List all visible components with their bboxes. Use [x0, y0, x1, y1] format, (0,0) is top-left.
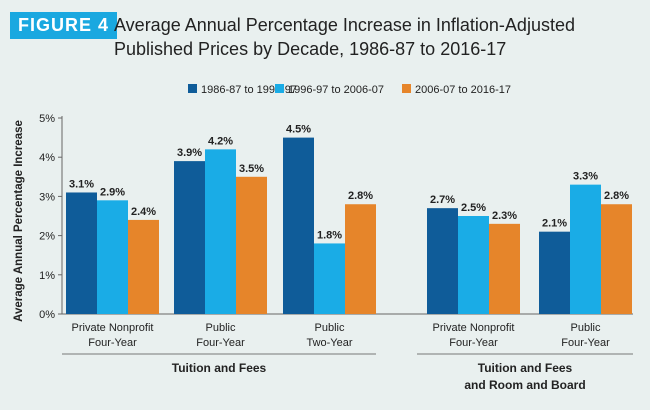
category-label: Public [315, 322, 345, 334]
legend-label-3: 2006-07 to 2016-17 [415, 84, 511, 96]
chart-title: Average Annual Percentage Increase in In… [114, 15, 575, 59]
bar-data-label: 2.8% [604, 190, 629, 202]
category-label: Public [571, 322, 601, 334]
bar-data-label: 2.8% [348, 190, 373, 202]
bar-data-label: 2.1% [542, 218, 567, 230]
category-label: Four-Year [88, 337, 137, 349]
bar-data-label: 3.1% [69, 178, 94, 190]
bar [97, 200, 128, 314]
bar-data-label: 3.3% [573, 171, 598, 183]
bar [345, 204, 376, 314]
group-label: Tuition and Fees [478, 361, 573, 375]
bar-data-label: 4.5% [286, 124, 311, 136]
bar-data-label: 2.4% [131, 206, 156, 218]
bar-data-label: 3.9% [177, 147, 202, 159]
legend-swatch-2 [275, 84, 284, 93]
bar-data-label: 2.9% [100, 186, 125, 198]
figure-badge: FIGURE 4 [10, 12, 118, 39]
bar-data-label: 3.5% [239, 163, 264, 175]
legend-swatch-1 [188, 84, 197, 93]
legend-swatch-3 [402, 84, 411, 93]
bar [236, 176, 267, 314]
bar [601, 204, 632, 314]
bar [66, 192, 97, 314]
category-label: Private Nonprofit [433, 322, 515, 334]
y-tick-label: 0% [39, 309, 55, 321]
bar-data-label: 2.5% [461, 202, 486, 214]
bar [128, 219, 159, 314]
bar [314, 243, 345, 314]
group-label: Tuition and Fees [172, 361, 267, 375]
y-tick-label: 2% [39, 231, 55, 243]
y-axis-title: Average Annual Percentage Increase [13, 120, 25, 322]
y-tick-label: 1% [39, 270, 55, 282]
bar [489, 223, 520, 314]
bar-data-label: 2.3% [492, 210, 517, 222]
bar [539, 231, 570, 314]
bar-data-label: 2.7% [430, 194, 455, 206]
category-label: Four-Year [449, 337, 498, 349]
category-label: Public [206, 322, 236, 334]
bar-data-label: 1.8% [317, 229, 342, 241]
bar [458, 216, 489, 314]
bar [283, 137, 314, 314]
y-tick-label: 4% [39, 152, 55, 164]
category-label: Four-Year [561, 337, 610, 349]
category-label: Private Nonprofit [72, 322, 154, 334]
group-label: and Room and Board [464, 378, 585, 392]
bar-data-label: 4.2% [208, 135, 233, 147]
bar [427, 208, 458, 314]
y-tick-label: 3% [39, 191, 55, 203]
category-label: Two-Year [306, 337, 352, 349]
legend-label-2: 1996-97 to 2006-07 [288, 84, 384, 96]
bar [205, 149, 236, 314]
bar [570, 184, 601, 314]
legend-label-1: 1986-87 to 1996-97 [201, 84, 297, 96]
y-tick-label: 5% [39, 113, 55, 125]
bar [174, 161, 205, 314]
category-label: Four-Year [196, 337, 245, 349]
